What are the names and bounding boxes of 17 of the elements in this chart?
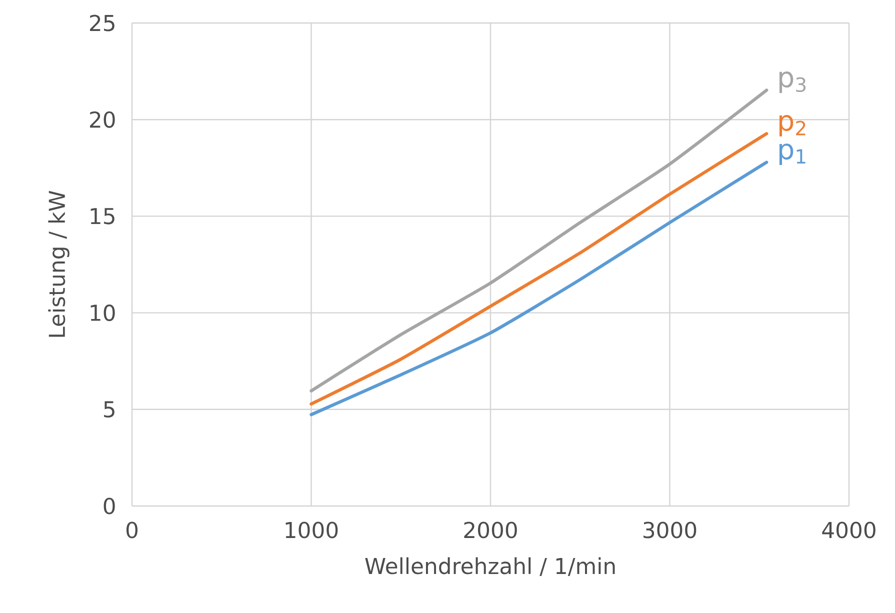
x-axis-title: Wellendrehzahl / 1/min — [365, 557, 615, 576]
y-tick-label: 10 — [90, 304, 115, 322]
x-tick-label: 4000 — [822, 522, 876, 538]
line-series — [310, 88, 768, 392]
series-label: p$_{3}$ — [779, 72, 806, 93]
x-tick-label: 0 — [126, 522, 138, 538]
y-axis-title: Leistung / kW — [48, 190, 70, 337]
y-tick-label: 5 — [104, 401, 114, 418]
series-label: p$_{1}$ — [779, 144, 806, 166]
x-tick-label: 2000 — [464, 522, 517, 538]
series-label: p$_{2}$ — [779, 114, 806, 136]
y-tick-label: 25 — [90, 14, 114, 32]
y-tick-label: 15 — [90, 208, 114, 224]
x-tick-label: 3000 — [644, 522, 696, 538]
x-tick-label: 1000 — [286, 522, 338, 538]
y-tick-label: 20 — [90, 111, 115, 128]
y-tick-label: 0 — [104, 498, 115, 514]
